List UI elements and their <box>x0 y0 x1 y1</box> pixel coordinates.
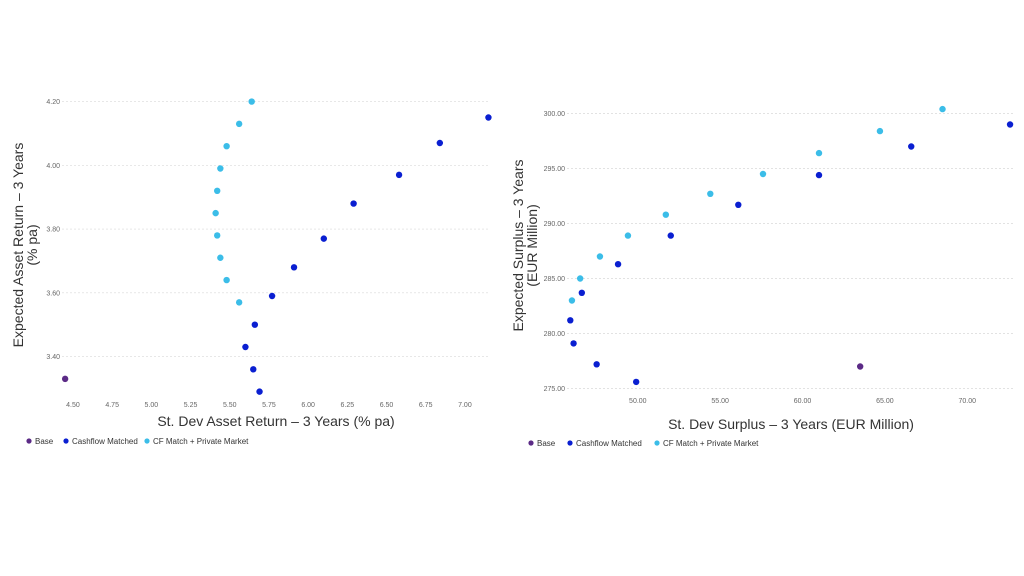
right-y-tick-label: 300.00 <box>544 111 566 118</box>
right-x-tick-label: 60.00 <box>794 398 812 405</box>
left-x-tick-label: 6.50 <box>380 402 394 409</box>
left-legend-item-cashflow-matched[interactable]: Cashflow Matched <box>63 437 138 446</box>
left-y-tick-label: 3.40 <box>46 354 60 361</box>
right-point-cashflow-matched[interactable] <box>593 361 600 368</box>
left-legend-item-cf-match-private-market[interactable]: CF Match + Private Market <box>144 437 249 446</box>
left-x-tick-label: 5.75 <box>262 402 276 409</box>
left-y-axis-title: Expected Asset Return – 3 Years(% pa) <box>10 143 40 348</box>
left-x-tick-label: 5.50 <box>223 402 237 409</box>
right-point-cashflow-matched[interactable] <box>632 378 640 386</box>
left-x-axis-title: St. Dev Asset Return – 3 Years (% pa) <box>157 413 394 429</box>
right-point-cf-match-private-market[interactable] <box>815 149 823 157</box>
right-chart: 275.00 280.00 285.00 290.00 295.00 300.00 50.0… <box>510 105 1015 448</box>
right-point-cf-match-private-market[interactable] <box>624 232 632 239</box>
right-point-cf-match-private-market[interactable] <box>596 253 604 260</box>
right-legend-item-cf-match-private-market[interactable]: CF Match + Private Market <box>654 439 759 448</box>
left-point-cashflow-matched[interactable] <box>242 343 249 351</box>
left-point-cashflow-matched[interactable] <box>436 139 444 147</box>
right-legend-marker <box>528 440 534 446</box>
left-legend-label: Base <box>35 437 54 446</box>
left-point-cashflow-matched[interactable] <box>250 366 257 373</box>
left-point-cashflow-matched[interactable] <box>320 235 328 242</box>
left-legend-label: CF Match + Private Market <box>153 437 249 446</box>
left-point-cashflow-matched[interactable] <box>268 292 276 300</box>
left-point-cf-match-private-market[interactable] <box>248 98 255 105</box>
left-y-tick-label: 3.60 <box>46 290 60 297</box>
left-point-cf-match-private-market[interactable] <box>212 209 219 217</box>
left-point-cf-match-private-market[interactable] <box>214 187 221 195</box>
right-legend-label: CF Match + Private Market <box>663 439 759 448</box>
left-point-cashflow-matched[interactable] <box>251 321 259 328</box>
left-legend-label: Cashflow Matched <box>72 437 138 446</box>
left-x-tick-label: 4.50 <box>66 402 80 409</box>
right-point-base[interactable] <box>856 363 864 370</box>
left-point-cashflow-matched[interactable] <box>485 114 492 121</box>
left-y-tick-label: 4.00 <box>46 163 60 170</box>
left-legend-marker <box>63 438 69 444</box>
left-point-cf-match-private-market[interactable] <box>223 142 230 150</box>
right-x-tick-label: 65.00 <box>876 398 894 405</box>
left-x-tick-label: 6.75 <box>419 402 433 409</box>
left-point-cf-match-private-market[interactable] <box>217 254 224 261</box>
left-point-cf-match-private-market[interactable] <box>223 276 230 284</box>
right-point-cashflow-matched[interactable] <box>567 317 574 324</box>
left-point-cf-match-private-market[interactable] <box>214 232 221 239</box>
right-point-cf-match-private-market[interactable] <box>876 127 884 135</box>
left-legend-item-base[interactable]: Base <box>26 437 54 446</box>
left-x-tick-label: 7.00 <box>458 402 472 409</box>
right-point-cf-match-private-market[interactable] <box>568 297 576 304</box>
left-point-cashflow-matched[interactable] <box>256 388 263 395</box>
right-x-tick-label: 50.00 <box>629 398 647 405</box>
right-legend-label: Base <box>537 439 556 448</box>
right-y-tick-label: 280.00 <box>544 331 566 338</box>
right-point-cashflow-matched[interactable] <box>667 232 674 239</box>
right-point-cf-match-private-market[interactable] <box>576 275 584 282</box>
right-point-cashflow-matched[interactable] <box>1006 121 1014 128</box>
right-legend-label: Cashflow Matched <box>576 439 642 448</box>
left-x-tick-label: 5.25 <box>184 402 198 409</box>
right-legend-item-base[interactable]: Base <box>528 439 556 448</box>
right-y-tick-label: 290.00 <box>544 221 566 228</box>
right-legend-item-cashflow-matched[interactable]: Cashflow Matched <box>567 439 642 448</box>
right-y-tick-label: 275.00 <box>544 386 566 393</box>
left-y-tick-label: 3.80 <box>46 227 60 234</box>
left-x-tick-label: 6.25 <box>341 402 355 409</box>
right-point-cashflow-matched[interactable] <box>578 289 586 296</box>
left-x-tick-label: 6.00 <box>301 402 315 409</box>
left-y-tick-label: 4.20 <box>46 99 60 106</box>
left-legend-marker <box>144 438 150 444</box>
right-point-cf-match-private-market[interactable] <box>939 105 946 113</box>
right-point-cashflow-matched[interactable] <box>735 201 742 208</box>
right-y-tick-label: 285.00 <box>544 276 566 283</box>
right-legend-marker <box>567 440 573 446</box>
left-point-cf-match-private-market[interactable] <box>235 120 243 128</box>
right-point-cashflow-matched[interactable] <box>614 261 622 268</box>
right-point-cf-match-private-market[interactable] <box>707 190 714 197</box>
left-point-base[interactable] <box>61 375 69 383</box>
right-legend-marker <box>654 440 660 446</box>
left-point-cashflow-matched[interactable] <box>395 171 403 179</box>
right-point-cf-match-private-market[interactable] <box>759 170 767 178</box>
left-point-cashflow-matched[interactable] <box>350 200 357 207</box>
left-x-tick-label: 5.00 <box>145 402 159 409</box>
left-chart: 3.40 3.60 3.80 4.00 4.20 4.50 4.75 5.00 5.25 5.50… <box>10 98 492 446</box>
left-x-tick-label: 4.75 <box>105 402 119 409</box>
left-legend-marker <box>26 438 32 444</box>
right-y-tick-label: 295.00 <box>544 166 566 173</box>
right-x-tick-label: 70.00 <box>958 398 976 405</box>
right-x-tick-label: 55.00 <box>711 398 729 405</box>
right-y-axis-title: Expected Surplus – 3 Years(EUR Million) <box>510 159 540 331</box>
right-x-axis-title: St. Dev Surplus – 3 Years (EUR Million) <box>668 416 914 432</box>
right-point-cashflow-matched[interactable] <box>815 171 823 179</box>
left-point-cashflow-matched[interactable] <box>290 264 298 271</box>
right-point-cashflow-matched[interactable] <box>570 340 577 347</box>
left-point-cf-match-private-market[interactable] <box>217 165 224 172</box>
right-point-cf-match-private-market[interactable] <box>662 211 670 218</box>
right-point-cashflow-matched[interactable] <box>908 143 915 150</box>
left-point-cf-match-private-market[interactable] <box>235 299 243 306</box>
